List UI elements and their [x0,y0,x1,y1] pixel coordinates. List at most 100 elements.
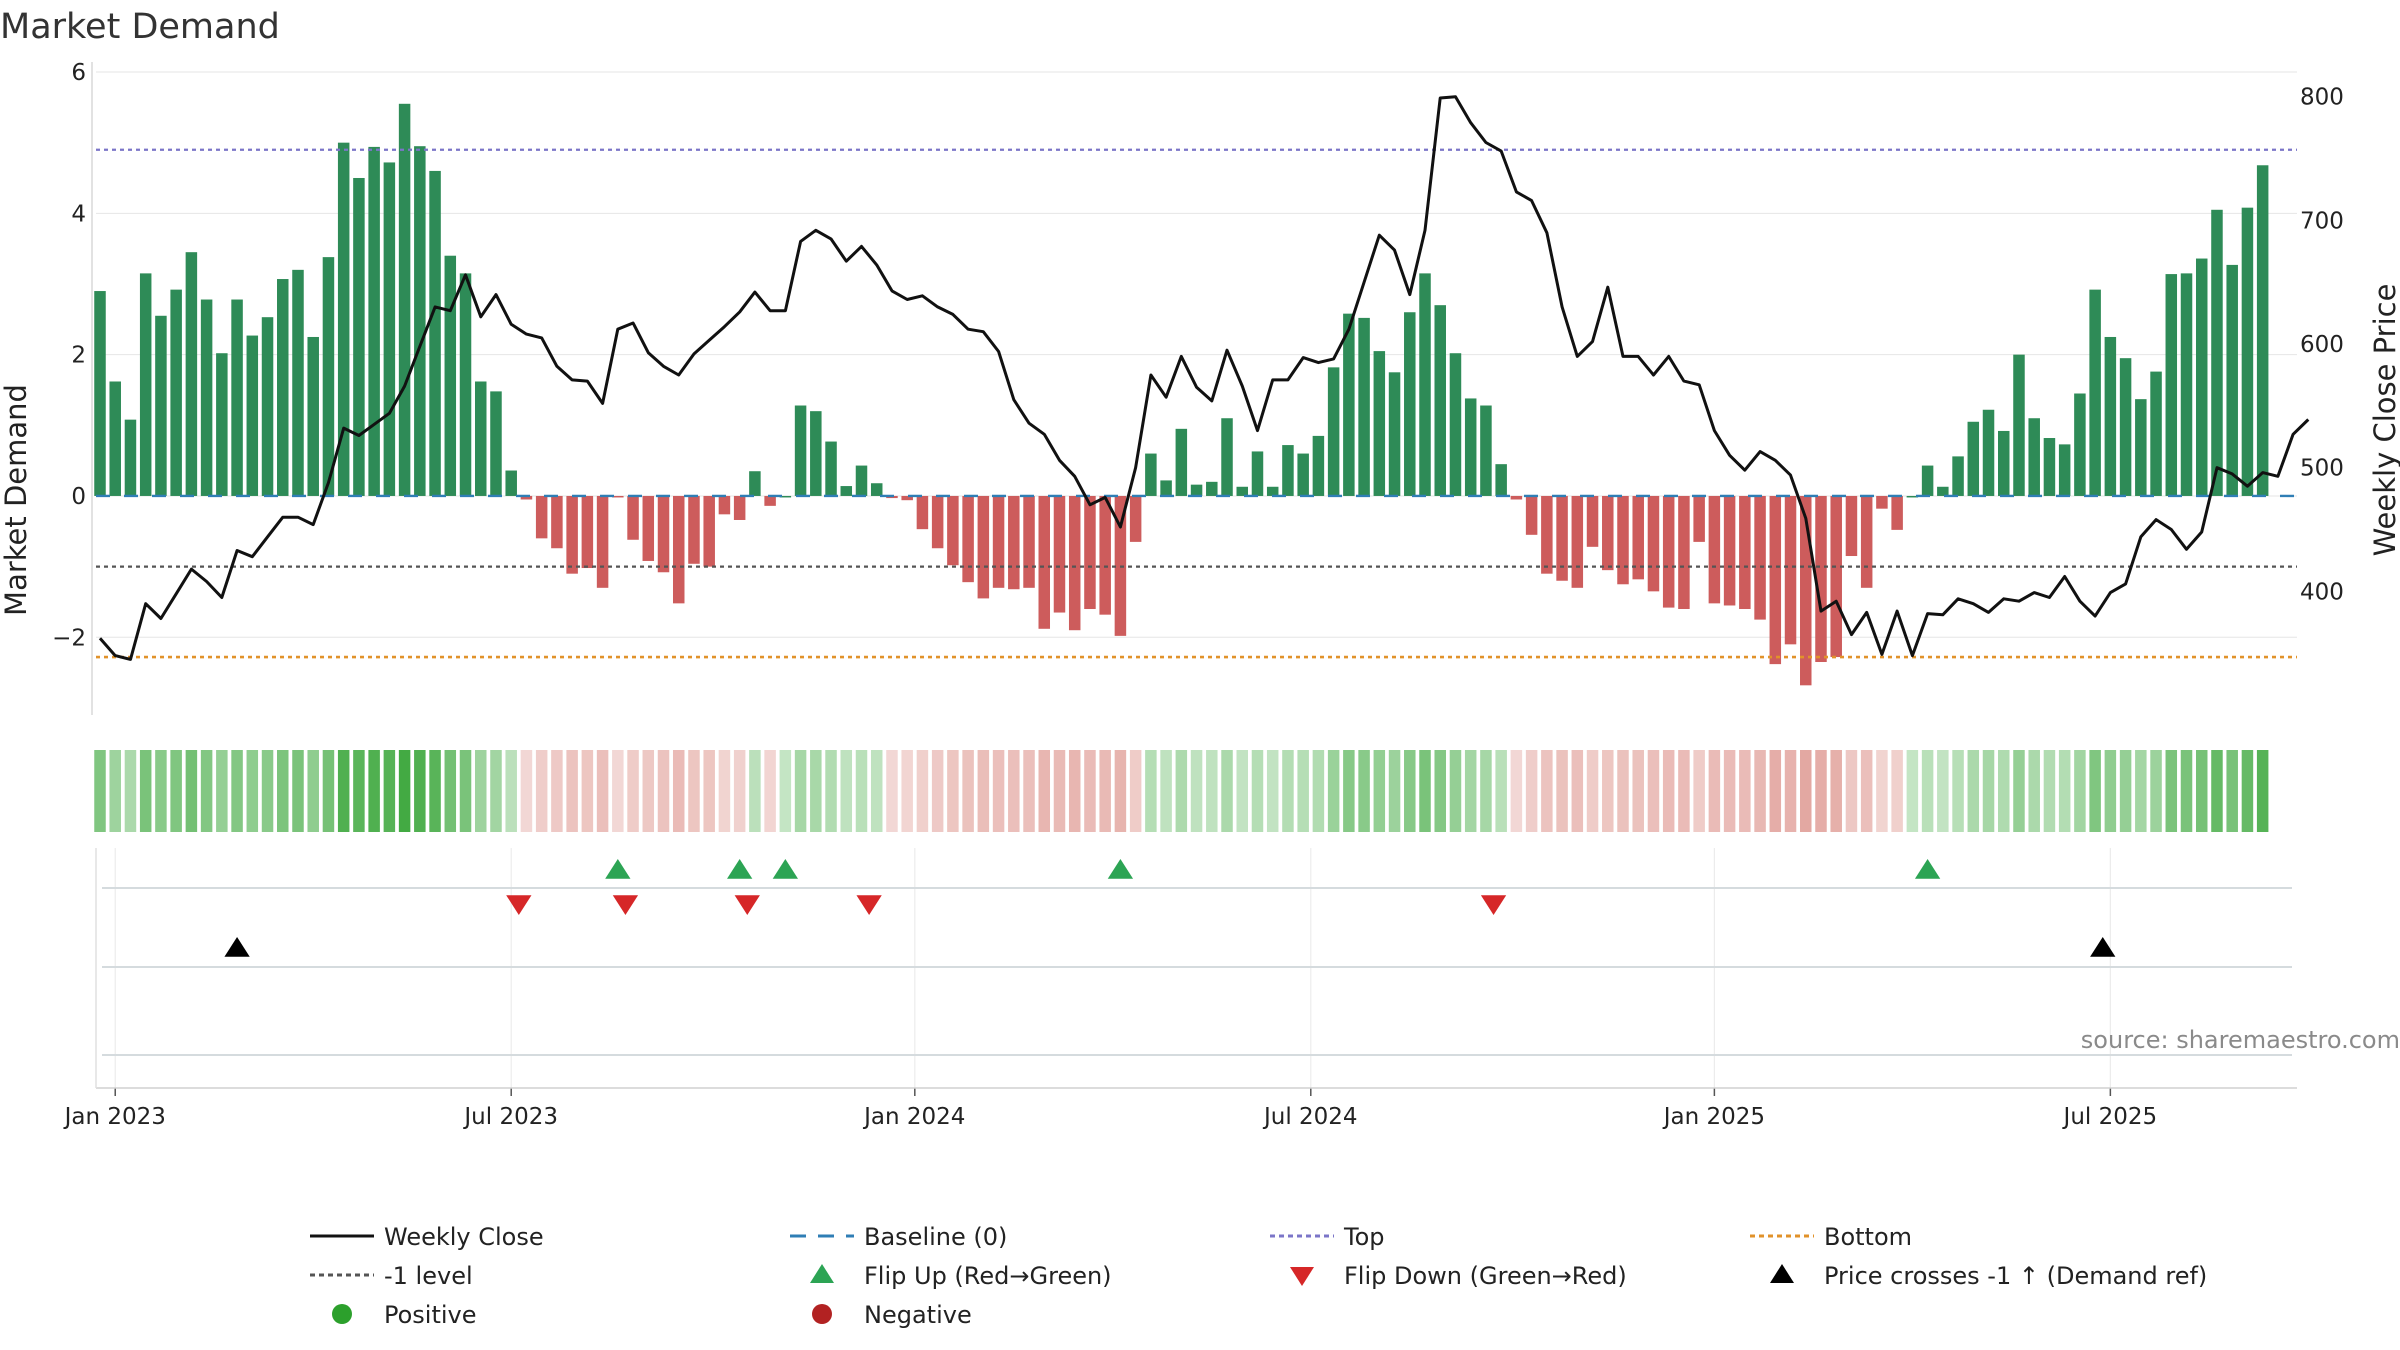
heat-cell [2195,750,2208,832]
heat-cell [1982,750,1995,832]
left-tick-label: −2 [52,625,86,651]
demand-bar [764,495,776,506]
demand-bar [627,495,639,540]
demand-bar [1084,495,1096,610]
heat-cell [1906,750,1919,832]
heat-cell [1343,750,1355,832]
heat-cell [1586,750,1599,832]
heat-cell [977,750,990,832]
demand-bar [1602,495,1614,571]
heat-cell [124,750,137,832]
flip-down-marker [1480,895,1507,915]
heat-cell [794,750,807,832]
demand-bar [840,486,853,496]
demand-bar [520,495,533,500]
demand-bar [1891,495,1903,530]
heat-cell [825,750,837,832]
heat-cell [337,750,350,832]
heat-cell [1053,750,1066,832]
heat-cell [292,750,304,832]
heat-cell [277,750,289,832]
right-tick-label: 800 [2300,85,2344,111]
demand-bar [1160,480,1172,496]
heat-cell [1845,750,1858,832]
heat-cell [2119,750,2132,832]
demand-bar [1998,430,2010,496]
demand-bar [870,483,883,496]
demand-bar [1282,445,1294,496]
legend-swatch [1290,1267,1314,1286]
heat-cell [612,750,624,832]
heat-cell [1617,750,1629,832]
demand-bar [1373,351,1386,496]
demand-bar [1723,495,1736,606]
left-tick-label: 6 [71,60,86,86]
flip-down-marker [506,895,532,915]
heat-cell [1038,750,1051,832]
demand-bar [2089,289,2101,496]
heat-cell [2241,750,2254,832]
legend-swatch [810,1264,834,1283]
demand-bar [368,146,380,496]
right-tick-label: 700 [2300,208,2344,234]
demand-bar [1708,495,1721,604]
heat-cell [1647,750,1660,832]
demand-bar [322,257,335,496]
heat-cell [155,750,167,832]
heat-cell [459,750,472,832]
heat-cell [1023,750,1035,832]
demand-bar [1221,418,1233,496]
heat-cell [2013,750,2025,832]
flip-up-marker [727,859,753,879]
heat-cell [1221,750,1233,832]
demand-bar [1358,317,1370,496]
x-tick-label: Jan 2025 [1662,1104,1765,1130]
demand-bar [2150,371,2162,496]
demand-bar [2135,399,2147,496]
demand-bar [155,315,167,496]
demand-bar [2119,358,2132,496]
heat-cell [870,750,883,832]
heat-cell [2104,750,2117,832]
demand-bar [1525,495,1538,535]
demand-bar [1190,484,1203,496]
heat-cell [475,750,487,832]
demand-bar [1480,405,1492,496]
demand-bar [581,495,594,569]
heat-cell [1632,750,1644,832]
demand-bar [2256,165,2269,496]
heat-cell [581,750,594,832]
demand-bar [1175,428,1188,496]
demand-bar [1982,409,1995,496]
demand-bar [307,336,319,496]
demand-bar [1008,495,1020,590]
demand-bar [1586,495,1599,547]
heat-cell [200,750,213,832]
heat-cell [2028,750,2040,832]
heat-cell [1571,750,1584,832]
demand-bar [1739,495,1751,610]
heat-cell [2058,750,2071,832]
demand-bar [1876,495,1888,509]
demand-bar [612,495,624,498]
heat-cell [1830,750,1842,832]
heat-cell [901,750,913,832]
demand-bar [1830,495,1842,658]
flip-down-marker [612,895,639,915]
demand-bar [216,353,228,496]
x-tick-label: Jul 2025 [2062,1104,2158,1130]
heat-cell [490,750,502,832]
axes: −2 0 2 4 6 400 500 600 700 800 Jan 2023 Jul 2023 Jan… [52,60,2344,1130]
heat-cell [749,750,761,832]
demand-bar [566,495,578,574]
heat-cell [353,750,365,832]
demand-bar [2211,209,2223,496]
heat-cell [94,750,106,832]
demand-bar [672,495,685,604]
left-axis-label: Market Demand [0,384,33,616]
demand-bar [1860,495,1873,588]
demand-bar [901,495,913,501]
demand-bar [429,170,441,496]
heat-cell [1114,750,1127,832]
